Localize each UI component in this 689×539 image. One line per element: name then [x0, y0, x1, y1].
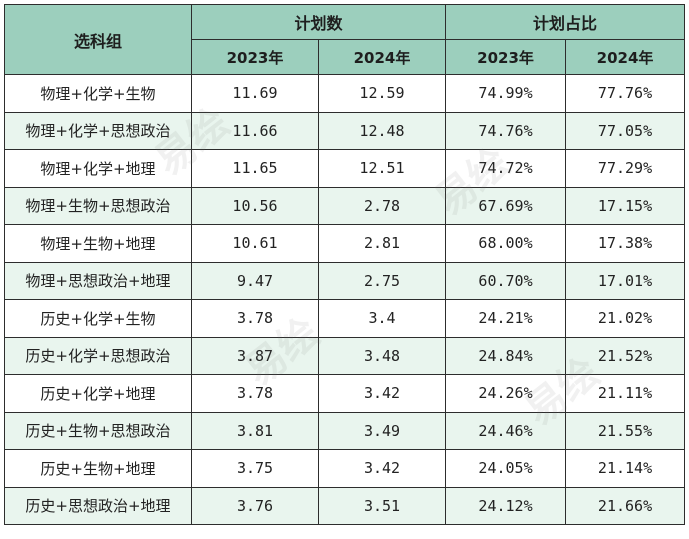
table-row: 历史+思想政治+地理 3.76 3.51 24.12% 21.66%: [4, 486, 686, 525]
plan-count-2023-cell: 3.87: [191, 336, 319, 375]
plan-share-2024-cell: 21.14%: [565, 449, 686, 488]
table-row: 历史+生物+地理 3.75 3.42 24.05% 21.14%: [4, 449, 686, 488]
plan-share-2023-cell: 74.72%: [445, 149, 567, 188]
plan-share-2023-cell: 24.12%: [445, 486, 567, 525]
subject-combo-cell: 物理+思想政治+地理: [4, 261, 192, 300]
plan-count-2024-cell: 2.81: [317, 224, 447, 263]
plan-share-2024-cell: 21.55%: [565, 411, 686, 450]
header-year-share-2024: 2024年: [565, 39, 686, 75]
plan-share-2023-cell: 24.21%: [445, 299, 567, 338]
plan-table: 选科组 计划数 计划占比 2023年 2024年 2023年 2024年 物理+…: [4, 4, 686, 525]
table-row: 物理+化学+地理 11.65 12.51 74.72% 77.29%: [4, 149, 686, 188]
plan-share-2023-cell: 68.00%: [445, 224, 567, 263]
subject-combo-cell: 物理+化学+地理: [4, 149, 192, 188]
plan-share-2024-cell: 77.29%: [565, 149, 686, 188]
header-year-count-2023: 2023年: [191, 39, 319, 75]
plan-share-2024-cell: 17.01%: [565, 261, 686, 300]
plan-count-2023-cell: 3.76: [191, 486, 319, 525]
table-row: 物理+思想政治+地理 9.47 2.75 60.70% 17.01%: [4, 261, 686, 300]
plan-share-2023-cell: 67.69%: [445, 186, 567, 225]
plan-share-2024-cell: 77.05%: [565, 111, 686, 150]
plan-count-2023-cell: 3.81: [191, 411, 319, 450]
table-body: 物理+化学+生物 11.69 12.59 74.99% 77.76% 物理+化学+思想政治…: [4, 74, 686, 525]
table-row: 历史+化学+地理 3.78 3.42 24.26% 21.11%: [4, 374, 686, 413]
plan-count-2023-cell: 3.78: [191, 299, 319, 338]
subject-combo-cell: 历史+化学+地理: [4, 374, 192, 413]
subject-combo-cell: 物理+生物+思想政治: [4, 186, 192, 225]
plan-share-2023-cell: 24.84%: [445, 336, 567, 375]
header-plan-share: 计划占比: [445, 4, 686, 40]
subject-combo-cell: 物理+生物+地理: [4, 224, 192, 263]
plan-share-2024-cell: 21.02%: [565, 299, 686, 338]
subject-combo-cell: 历史+思想政治+地理: [4, 486, 192, 525]
plan-share-2024-cell: 17.15%: [565, 186, 686, 225]
plan-count-2024-cell: 3.42: [317, 449, 447, 488]
plan-share-2024-cell: 77.76%: [565, 74, 686, 113]
table-row: 物理+生物+地理 10.61 2.81 68.00% 17.38%: [4, 224, 686, 263]
plan-share-2023-cell: 74.76%: [445, 111, 567, 150]
table-row: 历史+化学+思想政治 3.87 3.48 24.84% 21.52%: [4, 336, 686, 375]
plan-count-2024-cell: 12.59: [317, 74, 447, 113]
plan-share-2024-cell: 21.66%: [565, 486, 686, 525]
plan-count-2023-cell: 11.69: [191, 74, 319, 113]
plan-share-2023-cell: 74.99%: [445, 74, 567, 113]
plan-count-2024-cell: 12.48: [317, 111, 447, 150]
plan-share-2024-cell: 21.52%: [565, 336, 686, 375]
header-plan-count: 计划数: [190, 4, 447, 40]
plan-count-2024-cell: 3.49: [317, 411, 447, 450]
plan-count-2024-cell: 3.51: [317, 486, 447, 525]
plan-count-2023-cell: 10.61: [191, 224, 319, 263]
table-row: 物理+生物+思想政治 10.56 2.78 67.69% 17.15%: [4, 186, 686, 225]
plan-count-2023-cell: 3.75: [191, 449, 319, 488]
plan-count-2024-cell: 3.48: [317, 336, 447, 375]
header-group: 选科组: [4, 4, 192, 75]
plan-share-2023-cell: 60.70%: [445, 261, 567, 300]
plan-share-2023-cell: 24.05%: [445, 449, 567, 488]
table-header: 选科组 计划数 计划占比 2023年 2024年 2023年 2024年: [4, 4, 686, 75]
plan-share-2024-cell: 17.38%: [565, 224, 686, 263]
plan-share-2024-cell: 21.11%: [565, 374, 686, 413]
plan-count-2023-cell: 10.56: [191, 186, 319, 225]
subject-combo-cell: 历史+生物+思想政治: [4, 411, 192, 450]
subject-combo-cell: 历史+生物+地理: [4, 449, 192, 488]
plan-count-2024-cell: 12.51: [317, 149, 447, 188]
plan-count-2023-cell: 3.78: [191, 374, 319, 413]
plan-count-2023-cell: 11.66: [191, 111, 319, 150]
table-row: 历史+生物+思想政治 3.81 3.49 24.46% 21.55%: [4, 411, 686, 450]
plan-count-2024-cell: 2.75: [317, 261, 447, 300]
subject-combo-cell: 物理+化学+思想政治: [4, 111, 192, 150]
plan-count-2024-cell: 2.78: [317, 186, 447, 225]
table-row: 物理+化学+思想政治 11.66 12.48 74.76% 77.05%: [4, 111, 686, 150]
table-row: 历史+化学+生物 3.78 3.4 24.21% 21.02%: [4, 299, 686, 338]
subject-combo-cell: 历史+化学+生物: [4, 299, 192, 338]
plan-count-2023-cell: 11.65: [191, 149, 319, 188]
plan-share-2023-cell: 24.46%: [445, 411, 567, 450]
table-row: 物理+化学+生物 11.69 12.59 74.99% 77.76%: [4, 74, 686, 113]
subject-combo-cell: 历史+化学+思想政治: [4, 336, 192, 375]
plan-count-2024-cell: 3.4: [317, 299, 447, 338]
plan-share-2023-cell: 24.26%: [445, 374, 567, 413]
subject-combo-cell: 物理+化学+生物: [4, 74, 192, 113]
plan-count-2023-cell: 9.47: [191, 261, 319, 300]
plan-count-2024-cell: 3.42: [317, 374, 447, 413]
header-year-share-2023: 2023年: [445, 39, 567, 75]
header-year-count-2024: 2024年: [317, 39, 447, 75]
